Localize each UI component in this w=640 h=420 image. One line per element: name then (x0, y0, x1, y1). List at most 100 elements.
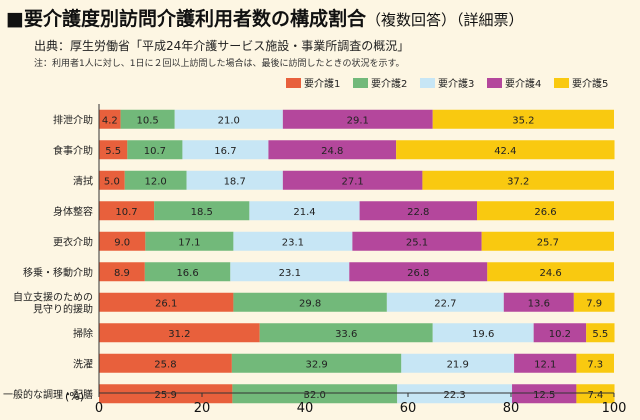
data-label: 24.6 (540, 268, 562, 279)
x-tick-label: 100 (602, 401, 627, 416)
bar-segment (99, 231, 146, 251)
bar-segment (573, 292, 615, 312)
legend-swatch (420, 78, 435, 88)
bar-segment (386, 292, 504, 312)
category-label: 排泄介助 (53, 113, 93, 126)
category-label: 洗濯 (73, 358, 93, 370)
legend-label: 要介護1 (304, 77, 340, 90)
data-label: 9.0 (114, 237, 130, 248)
bar-segment (232, 384, 398, 404)
chart-title-sub: （複数回答）（詳細票） (365, 11, 524, 29)
bar-segment (576, 384, 615, 404)
bar-segment (397, 384, 513, 404)
data-label: 10.7 (115, 207, 137, 218)
data-label: 25.7 (537, 237, 559, 248)
category-label: 身体整容 (53, 205, 93, 218)
bar-segment (422, 170, 614, 190)
data-label: 24.8 (321, 146, 343, 157)
bar-segment (233, 292, 387, 312)
chart-title: ■要介護度別訪問介護利用者数の構成割合（複数回答）（詳細票） (6, 4, 636, 31)
data-label: 5.5 (105, 146, 121, 157)
legend-swatch (286, 78, 301, 88)
data-label: 19.6 (472, 329, 494, 340)
data-label: 25.9 (155, 390, 177, 401)
legend-label: 要介護4 (505, 77, 541, 90)
data-label: 5.5 (592, 329, 608, 340)
legend-label: 要介護2 (371, 77, 407, 90)
x-axis-unit: (%) (65, 390, 84, 403)
data-label: 18.7 (224, 176, 246, 187)
bar-segment (99, 384, 233, 404)
data-label: 12.0 (145, 176, 167, 187)
bar-segment (99, 292, 234, 312)
category-label: 更衣介助 (53, 235, 93, 248)
data-label: 32.0 (304, 390, 326, 401)
data-label: 33.6 (335, 329, 357, 340)
legend-swatch (487, 78, 502, 88)
data-label: 10.7 (144, 146, 166, 157)
x-tick-label: 0 (95, 401, 103, 416)
bar-segment (186, 170, 283, 190)
data-label: 22.3 (443, 390, 465, 401)
bar-segment (282, 170, 423, 190)
legend-swatch (554, 78, 569, 88)
x-tick-label: 20 (194, 401, 211, 416)
bar-segment (487, 262, 614, 282)
bar-segment (230, 262, 350, 282)
data-label: 23.1 (279, 268, 301, 279)
data-label: 17.1 (178, 237, 200, 248)
data-label: 35.2 (512, 115, 534, 126)
bar-segment (99, 262, 145, 282)
data-label: 18.5 (191, 207, 213, 218)
bar-segment (481, 231, 614, 251)
bar-segment (576, 353, 614, 373)
data-label: 26.6 (534, 207, 556, 218)
bar-segment (99, 323, 260, 343)
bar-segment (99, 201, 155, 221)
bar-segment (99, 140, 128, 160)
bar-segment (396, 140, 615, 160)
data-label: 37.2 (507, 176, 529, 187)
data-label: 12.1 (534, 359, 556, 370)
data-label: 29.8 (299, 298, 321, 309)
bar-segment (503, 292, 574, 312)
bar-segment (401, 353, 515, 373)
category-label: 自立支援のための見守り的援助 (13, 290, 93, 315)
data-label: 7.4 (588, 390, 604, 401)
data-label: 26.1 (155, 298, 177, 309)
chart-title-main: ■要介護度別訪問介護利用者数の構成割合 (6, 8, 366, 30)
chart-source: 出典：厚生労働省「平成24年介護サービス施設・事業所調査の概況」 (34, 39, 410, 53)
chart-note: 注：利用者1人に対し、1日に２回以上訪問した場合は、最後に訪問したときの状況を示… (34, 59, 405, 69)
bar-segment (154, 201, 250, 221)
data-label: 16.7 (214, 146, 236, 157)
x-tick-label: 60 (400, 401, 417, 416)
bar-segment (282, 109, 433, 129)
category-label: 一般的な調理・配膳 (3, 388, 93, 401)
bar-segment (352, 231, 482, 251)
data-label: 16.6 (176, 268, 198, 279)
bar-segment (512, 384, 577, 404)
data-label: 12.5 (533, 390, 555, 401)
bar-segment (477, 201, 614, 221)
category-label: 移乗・移動介助 (23, 266, 93, 279)
data-label: 31.2 (168, 329, 190, 340)
data-label: 22.7 (434, 298, 456, 309)
data-label: 32.9 (305, 359, 327, 370)
data-label: 7.3 (587, 359, 603, 370)
data-label: 21.0 (218, 115, 240, 126)
bar-segment (359, 201, 478, 221)
bar-segment (124, 170, 187, 190)
bar-segment (145, 231, 234, 251)
bar-segment (432, 323, 534, 343)
bar-segment (231, 353, 402, 373)
legend-label: 要介護5 (572, 77, 608, 90)
bar-segment (127, 140, 183, 160)
data-label: 21.9 (447, 359, 469, 370)
category-label: 掃除 (73, 327, 93, 340)
bar-segment (233, 231, 353, 251)
bar-segment (533, 323, 587, 343)
bar-segment (432, 109, 614, 129)
data-label: 10.2 (549, 329, 571, 340)
bar-segment (174, 109, 283, 129)
